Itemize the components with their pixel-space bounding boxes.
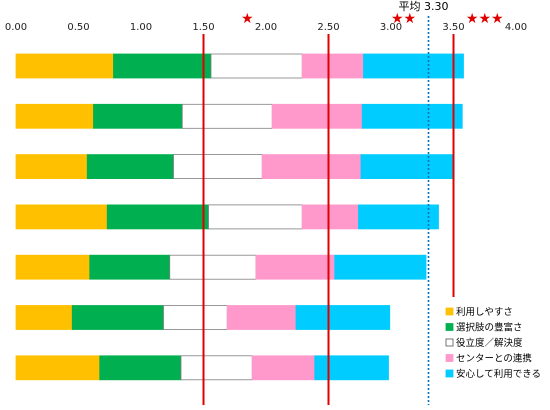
star-annotation: ★ xyxy=(241,11,254,27)
bar-segment-2 xyxy=(106,204,209,230)
legend-swatch xyxy=(445,354,454,362)
bar-segment-1 xyxy=(15,103,94,129)
x-tick-label: 2.50 xyxy=(317,22,339,33)
bar-segment-1 xyxy=(15,53,114,79)
legend-label: 安心して利用できる xyxy=(456,368,541,380)
bar-segment-2 xyxy=(89,254,171,280)
star-annotation: ★★ xyxy=(391,11,416,27)
bar-segment-2 xyxy=(113,53,212,79)
x-axis: 0.00 0.50 1.00 1.50 2.00 2.50 3.00 3.50 4.00 xyxy=(5,22,527,33)
bar-segment-2 xyxy=(93,103,183,129)
bar-segment-3 xyxy=(210,53,303,79)
bar-segment-4 xyxy=(226,305,297,330)
x-tick-label: 4.00 xyxy=(505,22,527,33)
bar-segment-1 xyxy=(15,305,73,330)
legend-label: センターとの連携 xyxy=(456,353,532,365)
bar-segment-1 xyxy=(15,154,88,180)
x-tick-label: 0.50 xyxy=(67,22,89,33)
legend-swatch xyxy=(445,323,454,331)
x-tick-label: 3.50 xyxy=(442,22,464,33)
bars xyxy=(15,53,464,381)
bar-segment-5 xyxy=(334,254,427,280)
x-tick-label: 1.00 xyxy=(130,22,152,33)
legend-swatch xyxy=(445,338,454,347)
bar-segment-3 xyxy=(208,204,303,230)
bar-segment-3 xyxy=(163,305,228,330)
bar-segment-4 xyxy=(251,355,316,381)
bar-segment-2 xyxy=(99,355,182,381)
x-tick-label: 1.50 xyxy=(192,22,214,33)
bar-segment-5 xyxy=(358,204,439,230)
x-tick-label: 3.00 xyxy=(380,22,402,33)
bar-segment-4 xyxy=(301,204,359,230)
bar-segment-5 xyxy=(361,103,463,129)
bar-segment-3 xyxy=(181,103,273,129)
reference-lines xyxy=(202,16,455,405)
bar-segment-4 xyxy=(261,154,362,180)
bar-segment-3 xyxy=(173,154,263,180)
bar-segment-4 xyxy=(301,53,364,79)
bar-segment-5 xyxy=(295,305,391,330)
bar-segment-3 xyxy=(169,254,257,280)
bar-segment-1 xyxy=(15,355,101,381)
bar-segment-4 xyxy=(271,103,363,129)
legend-label: 役立度／解決度 xyxy=(456,337,523,349)
bar-segment-3 xyxy=(180,355,253,381)
star-annotation: ★★★ xyxy=(466,11,504,27)
bar-segment-5 xyxy=(314,355,389,381)
bar-segment-5 xyxy=(363,53,464,79)
annotations: 平均 3.30★ ★★ ★★★ xyxy=(241,0,504,27)
bar-segment-2 xyxy=(86,154,174,180)
x-tick-label: 0.00 xyxy=(5,22,27,33)
average-label: 平均 3.30 xyxy=(399,0,449,13)
bar-segment-5 xyxy=(360,154,453,180)
bar-segment-1 xyxy=(15,254,91,280)
legend-swatch xyxy=(445,369,454,378)
legend-label: 利用しやすさ xyxy=(456,306,513,318)
x-tick-label: 2.00 xyxy=(255,22,277,33)
legend-swatch xyxy=(445,307,454,316)
bar-segment-2 xyxy=(71,305,164,330)
legend-label: 選択肢の豊富さ xyxy=(456,322,523,334)
bar-segment-1 xyxy=(15,204,108,230)
bar-segment-4 xyxy=(255,254,336,280)
